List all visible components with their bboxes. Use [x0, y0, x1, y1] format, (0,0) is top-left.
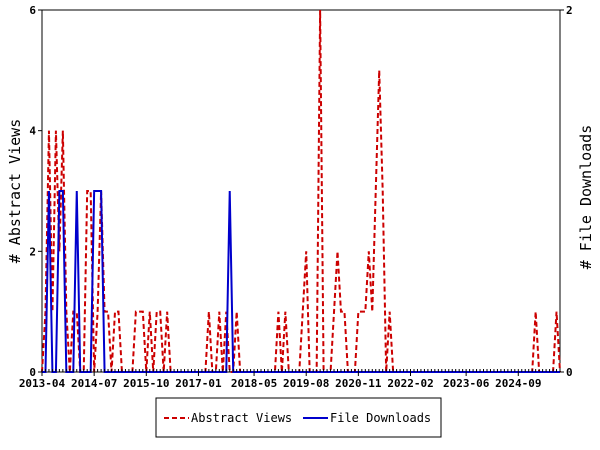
legend-box	[155, 397, 442, 438]
y-tick-label: 6	[29, 4, 36, 17]
x-tick-label: 2024-09	[495, 377, 541, 390]
x-tick-label: 2020-11	[335, 377, 382, 390]
axis-layer: 2013-04 2014-07 2015-10 2017-01 2018-05 2019-…	[19, 4, 573, 390]
plot-area	[41, 9, 561, 373]
y2-tick-label: 2	[566, 4, 573, 17]
x-tick-label: 2014-07	[71, 377, 117, 390]
y-axis-title: # Abstract Views	[6, 119, 24, 264]
x-tick-label: 2023-06	[443, 377, 490, 390]
x-tick-label: 2018-05	[231, 377, 277, 390]
legend-label-file-downloads: File Downloads	[330, 411, 431, 425]
y-tick-label: 0	[29, 366, 36, 379]
y-tick-label: 2	[29, 245, 36, 258]
series-line-file-downloads	[42, 190, 560, 373]
series-layer	[41, 9, 561, 373]
x-tick-label: 2019-08	[283, 377, 329, 390]
x-tick-label: 2015-10	[123, 377, 169, 390]
legend-label-abstract-views: Abstract Views	[191, 411, 292, 425]
x-tick-label: 2022-02	[387, 377, 433, 390]
x-tick-label: 2013-04	[19, 377, 66, 390]
legend: Abstract Views File Downloads	[155, 397, 442, 438]
y2-tick-label: 0	[566, 366, 573, 379]
x-tick-label: 2017-01	[175, 377, 222, 390]
y-tick-label: 4	[29, 125, 36, 138]
y2-axis-title: # File Downloads	[577, 125, 595, 270]
